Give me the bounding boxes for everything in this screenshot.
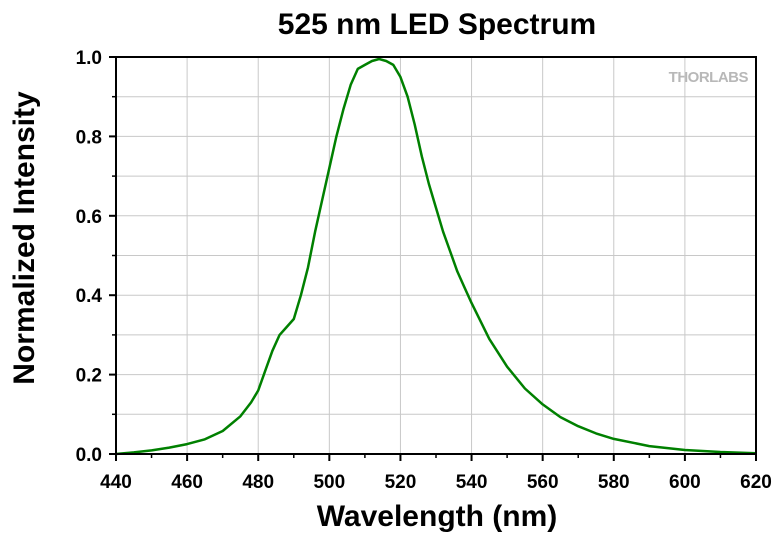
- plot-frame: [115, 56, 757, 455]
- data-point: [300, 294, 302, 296]
- data-point: [613, 438, 615, 440]
- data-point: [335, 135, 338, 137]
- data-point: [378, 58, 380, 60]
- x-tick-label: 520: [385, 472, 417, 493]
- data-point: [271, 350, 274, 352]
- x-tick-label: 440: [100, 472, 132, 493]
- x-tick-label: 580: [598, 472, 630, 493]
- data-point: [250, 401, 252, 403]
- x-tick-label: 480: [242, 472, 274, 493]
- y-tick-label: 0.6: [76, 207, 102, 228]
- data-point: [684, 449, 686, 451]
- data-point: [150, 449, 153, 452]
- x-axis-label: Wavelength (nm): [317, 500, 558, 533]
- data-point: [264, 370, 266, 372]
- data-point: [470, 302, 473, 304]
- y-tick-label: 0.2: [76, 366, 102, 387]
- chart-title: 525 nm LED Spectrum: [278, 8, 596, 41]
- data-point: [350, 84, 352, 86]
- y-tick-label: 0.4: [76, 286, 103, 307]
- data-point: [456, 270, 458, 272]
- thorlabs-watermark: THORLABS: [669, 69, 749, 86]
- data-point: [577, 425, 579, 427]
- data-point: [442, 231, 444, 233]
- data-point: [364, 64, 366, 66]
- data-point: [286, 326, 288, 328]
- data-point: [414, 123, 416, 126]
- grid: [116, 57, 756, 454]
- x-tick-label: 540: [456, 472, 488, 493]
- data-point: [371, 60, 373, 62]
- data-point: [204, 438, 206, 440]
- axis-ticks: 440 460 480 500 520 540 560 580 600 620 0.0 0.2 0.4 0…: [76, 48, 772, 493]
- data-point: [328, 167, 330, 169]
- data-point: [648, 445, 650, 447]
- data-point: [385, 60, 387, 62]
- data-point: [463, 286, 466, 288]
- data-point: [307, 266, 309, 269]
- y-tick-label: 0.8: [76, 127, 102, 148]
- data-point: [293, 318, 295, 320]
- data-point: [133, 451, 135, 454]
- data-point: [506, 366, 508, 368]
- data-point: [321, 199, 323, 201]
- data-point: [428, 183, 430, 185]
- data-point: [559, 416, 562, 418]
- data-point: [222, 430, 224, 432]
- data-point: [357, 68, 359, 70]
- data-point: [186, 443, 188, 445]
- y-axis-label: Normalized Intensity: [8, 91, 41, 385]
- data-point: [435, 207, 437, 209]
- y-tick-label: 1.0: [76, 48, 102, 69]
- data-point: [406, 96, 409, 98]
- series-layer: [115, 57, 757, 456]
- data-point: [392, 64, 394, 66]
- x-tick-label: 620: [740, 472, 772, 493]
- x-tick-label: 460: [171, 472, 203, 493]
- x-tick-label: 560: [527, 472, 559, 493]
- spectrum-line: [115, 57, 757, 456]
- data-point: [168, 447, 170, 449]
- data-point: [449, 250, 451, 253]
- data-point: [488, 338, 490, 340]
- data-point: [421, 155, 423, 157]
- data-point: [399, 76, 402, 78]
- data-point: [278, 334, 281, 336]
- data-point: [719, 451, 722, 453]
- x-tick-label: 500: [313, 472, 345, 493]
- data-point: [524, 387, 526, 390]
- x-tick-label: 600: [669, 472, 701, 493]
- data-point: [595, 432, 597, 434]
- data-point: [239, 415, 242, 417]
- y-tick-label: 0.0: [76, 445, 102, 466]
- data-point: [257, 389, 259, 392]
- data-point: [542, 403, 544, 405]
- data-point: [342, 108, 345, 110]
- data-point: [314, 231, 316, 233]
